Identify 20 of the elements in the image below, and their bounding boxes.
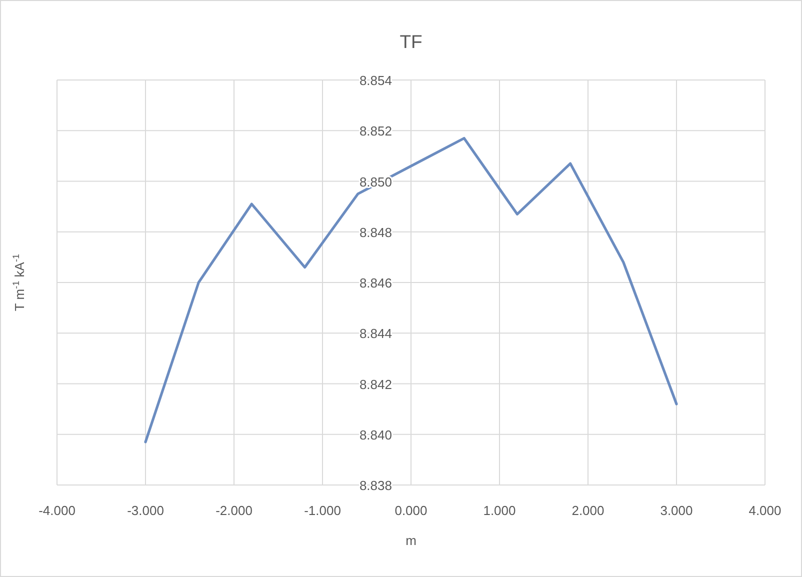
chart-title: TF bbox=[400, 31, 422, 52]
x-tick-label: -3.000 bbox=[127, 503, 164, 518]
x-tick-label: 3.000 bbox=[660, 503, 693, 518]
x-tick-label: 4.000 bbox=[748, 503, 782, 518]
x-tick-label: 2.000 bbox=[572, 503, 604, 518]
line-series bbox=[144, 136, 678, 444]
y-tick-label: 8.838 bbox=[359, 478, 392, 493]
x-tick-label: -2.000 bbox=[216, 503, 252, 518]
x-tick-label: 1.000 bbox=[483, 503, 516, 518]
y-tick-label: 8.846 bbox=[359, 276, 392, 290]
y-tick-label: 8.854 bbox=[359, 73, 392, 88]
y-tick-label: 8.840 bbox=[359, 427, 392, 442]
y-tick-label: 8.844 bbox=[359, 326, 392, 342]
y-tick-label: 8.842 bbox=[359, 376, 392, 392]
y-tick-label: 8.848 bbox=[359, 224, 392, 240]
y-tick-label: 8.852 bbox=[359, 124, 392, 139]
x-tick-label: 0.000 bbox=[394, 503, 428, 518]
x-tick-label: -4.000 bbox=[38, 503, 76, 518]
x-axis-title: m bbox=[406, 533, 416, 548]
x-tick-label: -1.000 bbox=[304, 503, 341, 518]
